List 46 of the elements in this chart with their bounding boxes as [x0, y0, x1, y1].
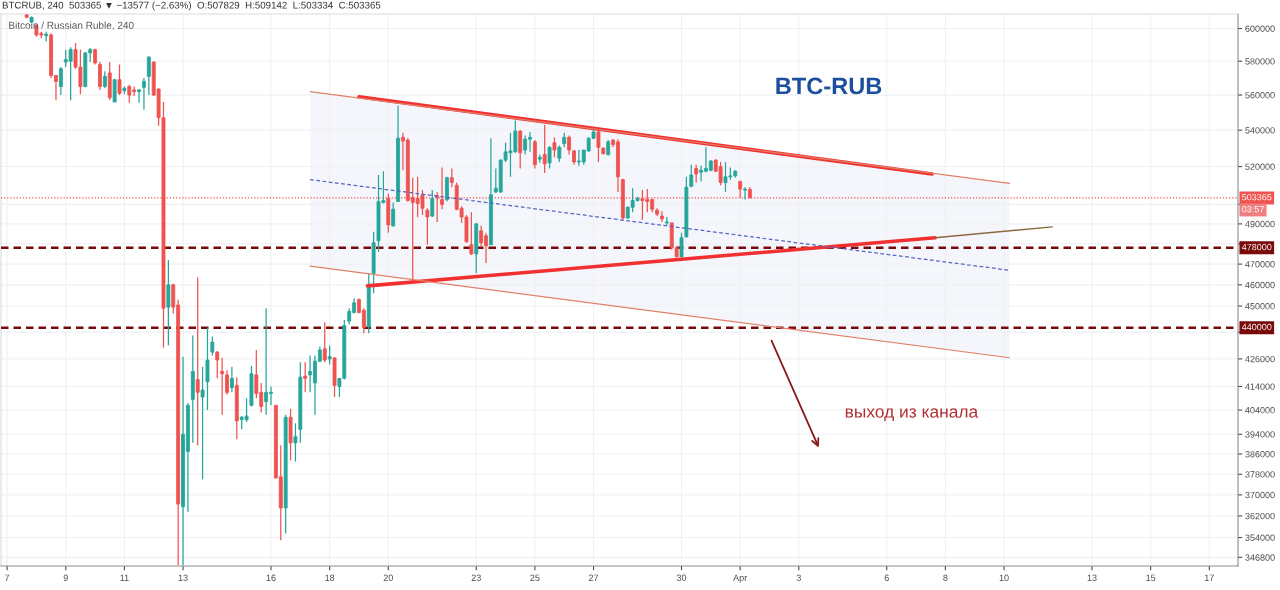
y-tick-label: 450000 [1245, 303, 1275, 310]
x-tick-label: 27 [588, 574, 599, 581]
annotation: Bitcoin / Russian Ruble, 240 [9, 21, 134, 31]
y-tick-label: 580000 [1245, 58, 1275, 65]
y-tick-label: 426000 [1245, 355, 1275, 363]
text: BTC-RUB [776, 77, 882, 95]
y-tick-label: 600000 [1245, 25, 1275, 32]
x-tick-label: 23 [471, 574, 481, 581]
annotation: выход из канала [845, 408, 979, 422]
x-tick-label: 30 [676, 574, 687, 581]
x-tick-label: 13 [1087, 574, 1097, 581]
x-tick-label: 25 [530, 574, 540, 581]
y-tick-label: 414000 [1245, 383, 1275, 390]
x-tick-label: 20 [383, 574, 393, 581]
y-tick-label: 470000 [1245, 261, 1275, 268]
x-tick-label: 6 [884, 574, 889, 581]
y-tick-label: 490000 [1245, 220, 1275, 228]
y-tick-label: 378000 [1245, 471, 1275, 478]
y-tick-label: 560000 [1245, 92, 1275, 99]
y-tick-label: 346800 [1245, 554, 1275, 561]
x-tick-label: 9 [63, 574, 68, 581]
y-tick-label: 362000 [1245, 512, 1275, 520]
x-tick-label: 3 [796, 574, 801, 581]
x-tick-label: 10 [999, 574, 1009, 581]
x-tick-label: 11 [120, 574, 129, 581]
y-tick-label: 460000 [1245, 281, 1275, 289]
x-tick-label: 13 [178, 574, 188, 581]
ref-line-label: 503365 [1242, 193, 1272, 201]
ref-line-label: 440000 [1241, 323, 1272, 331]
y-tick-label: 354000 [1245, 534, 1275, 541]
x-tick-label: 18 [325, 574, 335, 581]
x-tick-label: 17 [1204, 574, 1214, 581]
y-tick-label: 540000 [1245, 127, 1275, 134]
y-tick-label: 394000 [1245, 431, 1275, 438]
x-tick-label: 16 [266, 574, 276, 581]
y-tick-label: 370000 [1245, 491, 1275, 499]
x-tick-label: 8 [943, 574, 948, 581]
x-tick-label: 15 [1146, 574, 1156, 581]
chart-subtitle: BTCRUB, 240 503365 ▼ −13577 (−2.63%) O:507829 H:509142 L:503334 C:503365 [2, 1, 381, 11]
y-tick-label: 520000 [1245, 163, 1275, 170]
y-tick-label: 386000 [1245, 451, 1275, 458]
x-tick-label: Apr [733, 574, 748, 583]
y-tick-label: 404000 [1245, 407, 1275, 414]
text: 03:57 [1242, 205, 1264, 213]
x-tick-label: 7 [5, 574, 10, 581]
ref-line-label: 478000 [1241, 243, 1272, 251]
